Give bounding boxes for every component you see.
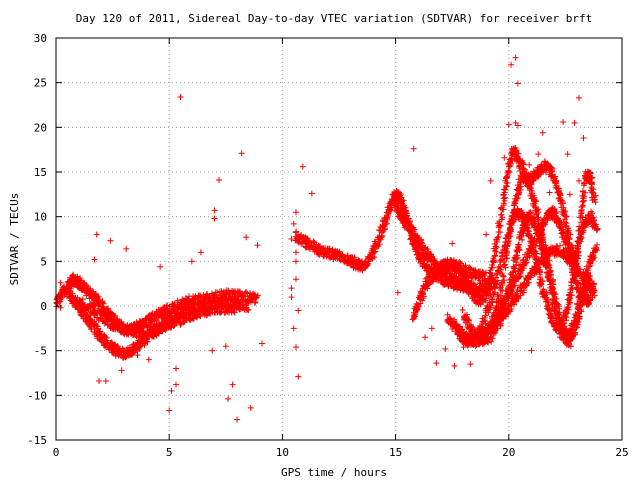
data-point bbox=[170, 323, 177, 330]
data-point bbox=[240, 304, 247, 311]
data-point bbox=[231, 309, 238, 316]
data-point bbox=[233, 304, 240, 311]
data-point bbox=[365, 258, 372, 265]
data-point bbox=[243, 289, 250, 296]
data-points bbox=[53, 54, 601, 423]
data-point bbox=[239, 290, 246, 297]
data-point bbox=[159, 328, 166, 335]
data-point bbox=[197, 313, 204, 320]
data-point bbox=[230, 308, 237, 315]
data-point bbox=[378, 234, 385, 241]
data-point bbox=[108, 316, 115, 323]
data-point bbox=[213, 289, 220, 296]
data-point bbox=[128, 350, 135, 357]
data-point bbox=[180, 319, 187, 326]
data-point bbox=[155, 330, 162, 337]
data-point bbox=[98, 338, 105, 345]
data-point bbox=[324, 245, 331, 252]
data-point bbox=[87, 285, 94, 292]
data-point bbox=[254, 292, 261, 299]
data-point bbox=[58, 295, 65, 302]
data-point bbox=[103, 317, 110, 324]
data-point bbox=[232, 301, 239, 308]
data-point bbox=[242, 300, 249, 307]
data-point bbox=[497, 211, 504, 218]
data-point bbox=[327, 254, 334, 261]
data-point bbox=[69, 290, 76, 297]
data-point bbox=[174, 297, 181, 304]
data-point bbox=[244, 290, 251, 297]
data-point bbox=[381, 226, 388, 233]
chart-title: Day 120 of 2011, Sidereal Day-to-day VTE… bbox=[76, 12, 593, 25]
data-point bbox=[497, 229, 504, 236]
data-point bbox=[84, 312, 91, 319]
data-point bbox=[516, 241, 523, 248]
data-point bbox=[250, 295, 257, 302]
data-point bbox=[245, 306, 252, 313]
data-point bbox=[100, 300, 107, 307]
data-point bbox=[156, 307, 163, 314]
data-point bbox=[297, 233, 304, 240]
data-point bbox=[240, 293, 247, 300]
data-point bbox=[379, 232, 386, 239]
data-point bbox=[79, 296, 86, 303]
data-point bbox=[249, 296, 256, 303]
data-point bbox=[229, 302, 236, 309]
data-point bbox=[579, 198, 586, 205]
data-point bbox=[115, 320, 122, 327]
data-point bbox=[252, 299, 259, 306]
data-point bbox=[145, 330, 152, 337]
data-point bbox=[310, 238, 317, 245]
data-point bbox=[459, 307, 466, 314]
data-point bbox=[107, 346, 114, 353]
